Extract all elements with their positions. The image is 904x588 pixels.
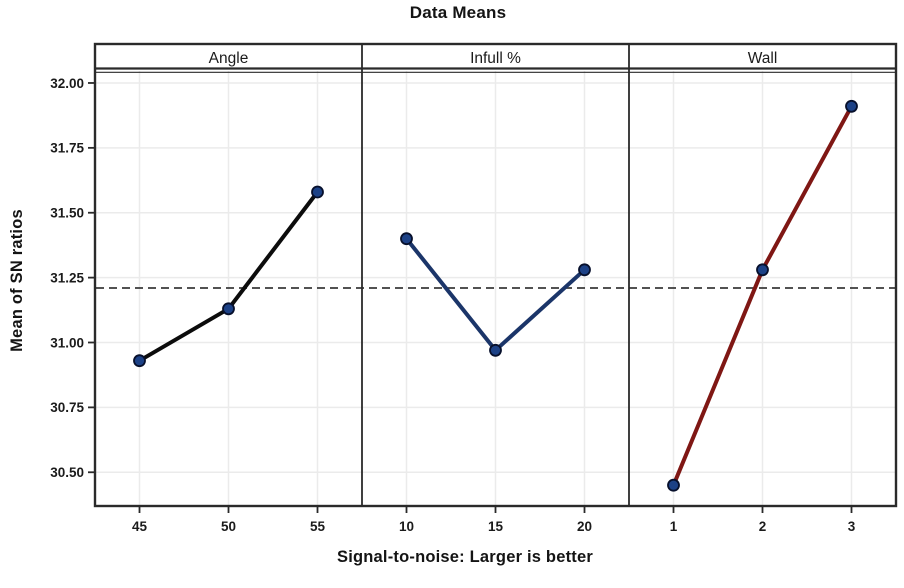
- data-point-marker: [756, 263, 769, 277]
- data-point-marker: [133, 354, 146, 368]
- data-point-marker: [400, 232, 413, 246]
- data-point-marker: [222, 302, 235, 316]
- x-tick-label: 50: [221, 519, 236, 534]
- y-tick-label: 30.50: [50, 465, 84, 480]
- x-tick-label: 45: [132, 519, 148, 534]
- data-point-marker: [489, 343, 502, 357]
- panel-header-label: Angle: [209, 50, 249, 67]
- x-tick-label: 2: [759, 519, 767, 534]
- x-tick-label: 15: [488, 519, 504, 534]
- y-tick-label: 31.25: [50, 270, 84, 285]
- y-tick-label: 31.00: [50, 335, 84, 350]
- panel-header-label: Infull %: [470, 50, 521, 67]
- data-point-marker: [667, 478, 680, 492]
- data-point-marker: [578, 263, 591, 277]
- x-axis-label: Signal-to-noise: Larger is better: [337, 548, 593, 566]
- data-point-marker: [311, 185, 324, 199]
- panel-header-label: Wall: [748, 50, 778, 67]
- x-tick-label: 1: [670, 519, 678, 534]
- x-tick-label: 10: [399, 519, 414, 534]
- y-tick-label: 30.75: [50, 400, 84, 415]
- x-tick-label: 3: [848, 519, 856, 534]
- data-point-marker: [845, 99, 858, 113]
- x-tick-label: 55: [310, 519, 326, 534]
- x-tick-label: 20: [577, 519, 592, 534]
- y-tick-label: 31.50: [50, 206, 84, 221]
- chart-title: Data Means: [409, 3, 507, 22]
- y-tick-label: 32.00: [50, 76, 84, 91]
- y-tick-label: 31.75: [50, 141, 84, 156]
